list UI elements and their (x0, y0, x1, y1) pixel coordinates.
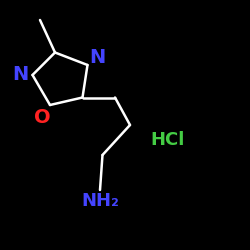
Text: HCl: HCl (150, 131, 184, 149)
Text: N: N (89, 48, 106, 67)
Text: O: O (34, 108, 51, 127)
Text: NH₂: NH₂ (81, 192, 119, 210)
Text: N: N (12, 66, 28, 84)
